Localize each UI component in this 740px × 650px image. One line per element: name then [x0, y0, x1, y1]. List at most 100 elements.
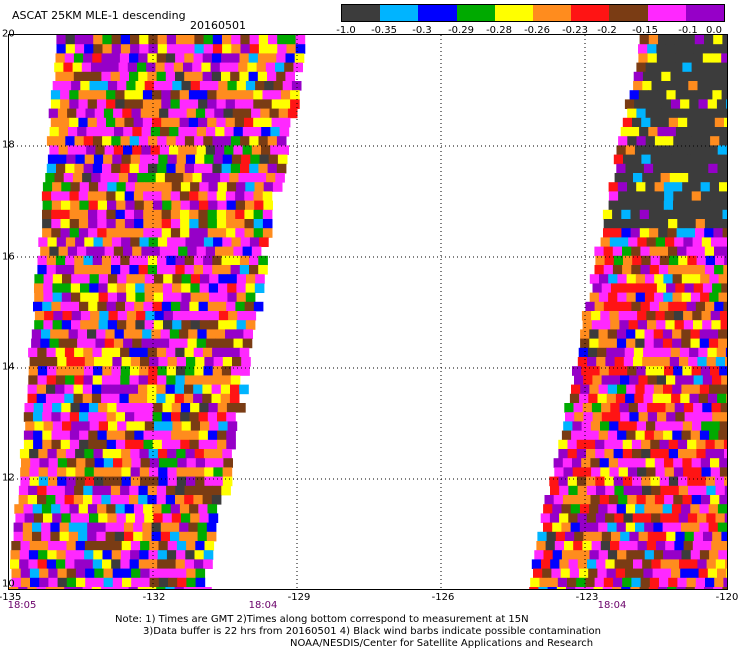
- swath-cell: [218, 320, 228, 330]
- swath-cell: [79, 200, 89, 211]
- swath-cell: [148, 449, 159, 459]
- swath-cell: [240, 136, 250, 146]
- swath-cell: [628, 541, 638, 551]
- swath-cell: [102, 44, 113, 54]
- swath-cell: [38, 476, 49, 487]
- swath-cell: [46, 495, 56, 505]
- swath-cell: [695, 577, 706, 588]
- swath-cell: [83, 559, 94, 569]
- swath-cell: [100, 173, 111, 183]
- swath-cell: [112, 476, 122, 487]
- swath-cell: [647, 53, 658, 63]
- swath-cell: [153, 320, 164, 330]
- swath-cell: [570, 522, 581, 533]
- swath-cell: [239, 347, 250, 358]
- swath-cell: [215, 338, 225, 349]
- swath-cell: [691, 200, 701, 211]
- swath-cell: [599, 495, 610, 505]
- swath-cell: [88, 412, 98, 422]
- swath-cell: [608, 458, 619, 468]
- swath-cell: [56, 136, 66, 146]
- swath-cell: [668, 117, 679, 128]
- swath-cell: [231, 366, 241, 376]
- swath-cell: [598, 550, 609, 560]
- swath-cell: [71, 320, 81, 330]
- swath-cell: [105, 531, 116, 542]
- swath-cell: [157, 449, 168, 459]
- swath-cell: [704, 219, 715, 229]
- swath-cell: [82, 173, 92, 183]
- swath-cell: [177, 577, 187, 588]
- swath-cell: [623, 173, 634, 183]
- swath-cell: [208, 403, 219, 413]
- swath-cell: [589, 504, 599, 514]
- swath-cell: [256, 173, 267, 183]
- swath-cell: [205, 108, 215, 119]
- swath-cell: [680, 99, 690, 109]
- swath-cell: [295, 35, 306, 45]
- swath-cell: [137, 587, 148, 597]
- swath-cell: [634, 145, 645, 155]
- swath-cell: [714, 265, 724, 275]
- swath-cell: [198, 219, 209, 229]
- swath-cell: [724, 476, 734, 487]
- swath-cell: [123, 145, 133, 155]
- swath-cell: [649, 228, 659, 238]
- swath-cell: [685, 228, 696, 238]
- swath-cell: [615, 568, 626, 579]
- swath-cell: [640, 577, 651, 588]
- swath-cell: [678, 154, 688, 165]
- swath-cell: [134, 219, 144, 229]
- swath-cell: [637, 403, 648, 413]
- swath-cell: [682, 136, 693, 146]
- swath-cell: [55, 495, 65, 505]
- footer-note-2: 3)Data buffer is 22 hrs from 20160501 4)…: [143, 626, 601, 637]
- swath-cell: [103, 458, 114, 468]
- swath-cell: [610, 283, 621, 293]
- swath-cell: [208, 513, 219, 523]
- swath-cell: [644, 329, 655, 339]
- swath-cell: [57, 357, 67, 367]
- swath-cell: [190, 182, 200, 192]
- swath-cell: [658, 587, 668, 597]
- swath-cell: [66, 476, 76, 487]
- swath-cell: [65, 550, 76, 560]
- swath-cell: [598, 504, 608, 514]
- swath-cell: [592, 531, 603, 542]
- swath-cell: [707, 99, 718, 109]
- swath-cell: [144, 292, 155, 303]
- swath-cell: [157, 237, 168, 247]
- swath-cell: [690, 522, 700, 533]
- swath-cell: [133, 504, 144, 514]
- swath-cell: [581, 458, 591, 468]
- swath-cell: [683, 541, 694, 551]
- swath-cell: [672, 550, 682, 560]
- swath-cell: [685, 35, 696, 45]
- swath-cell: [218, 292, 228, 303]
- swath-cell: [664, 366, 674, 376]
- swath-cell: [71, 81, 81, 91]
- swath-cell: [111, 237, 122, 247]
- swath-cell: [178, 127, 188, 137]
- swath-cell: [113, 108, 123, 119]
- swath-cell: [636, 366, 646, 376]
- swath-cell: [129, 53, 139, 63]
- swath-cell: [153, 513, 163, 523]
- swath-cell: [655, 237, 666, 247]
- swath-cell: [119, 384, 130, 395]
- swath-cell: [179, 117, 190, 128]
- swath-cell: [721, 375, 731, 385]
- swath-cell: [184, 347, 195, 358]
- swath-cell: [662, 329, 673, 339]
- swath-cell: [239, 53, 250, 63]
- swath-cell: [198, 228, 209, 238]
- swath-cell: [700, 366, 711, 376]
- swath-cell: [693, 531, 704, 542]
- swath-cell: [658, 228, 668, 238]
- swath-cell: [229, 173, 239, 183]
- swath-cell: [161, 439, 172, 450]
- swath-cell: [147, 53, 158, 63]
- swath-cell: [611, 531, 621, 542]
- swath-cell: [624, 99, 635, 109]
- swath-cell: [76, 458, 86, 468]
